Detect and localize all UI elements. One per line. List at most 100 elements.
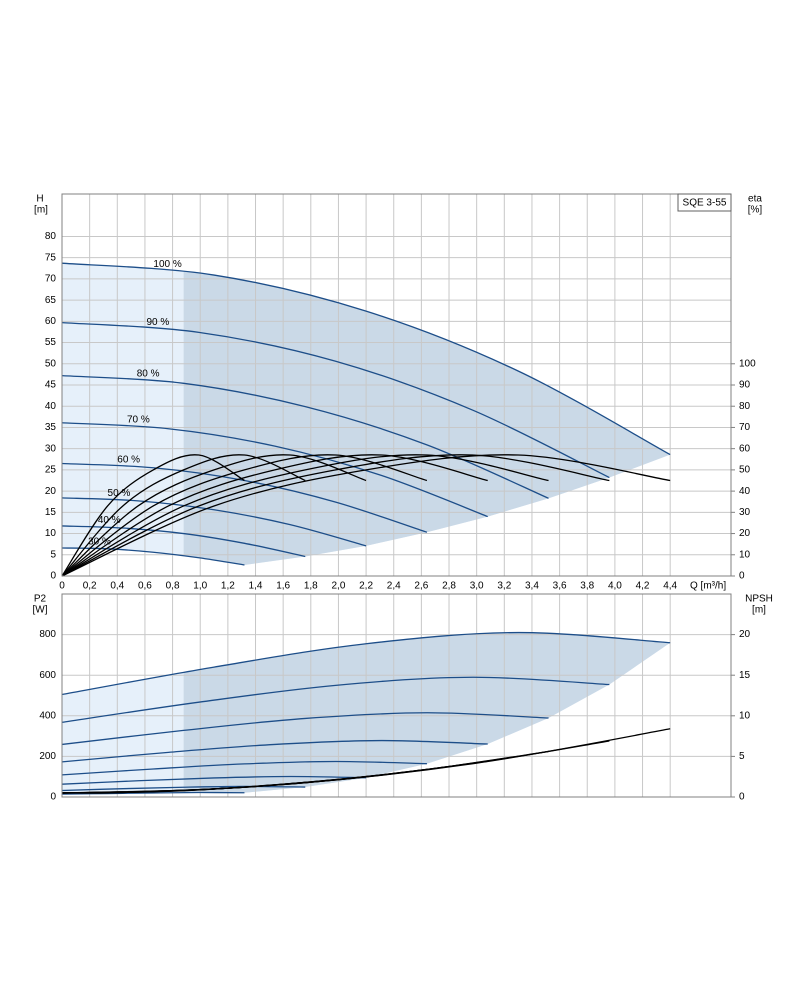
y-tick-label: 400 (39, 710, 56, 721)
y-tick-label: 5 (50, 549, 56, 560)
curve-label: 50 % (108, 488, 131, 499)
x-tick-label: 0,8 (166, 581, 180, 592)
y-tick-label: 0 (50, 792, 56, 803)
y2-tick-label: 0 (739, 571, 745, 582)
y-tick-label: 20 (45, 486, 57, 497)
x-tick-label: 2,0 (331, 581, 345, 592)
primary-curve (61, 791, 245, 795)
y2-tick-label: 60 (739, 443, 751, 454)
y-tick-label: 600 (39, 670, 56, 681)
x-tick-label: 3,4 (525, 581, 539, 592)
y-tick-label: 55 (45, 337, 57, 348)
y2-tick-label: 70 (739, 422, 751, 433)
curve-label: 70 % (127, 415, 150, 426)
secondary-curve (61, 454, 367, 577)
y-axis-label: H (36, 194, 43, 205)
y-tick-label: 25 (45, 465, 57, 476)
x-tick-label: 1,0 (193, 581, 207, 592)
y-tick-label: 70 (45, 274, 57, 285)
primary-curve (61, 462, 428, 533)
y2-axis-unit: [m] (752, 605, 766, 616)
y-tick-label: 30 (45, 443, 57, 454)
secondary-curve (61, 454, 549, 577)
y2-tick-label: 10 (739, 549, 751, 560)
y2-axis-label: eta (748, 194, 762, 205)
x-tick-label: 4,2 (636, 581, 650, 592)
plot-frame (61, 593, 732, 798)
x-tick-label: 2,6 (414, 581, 428, 592)
x-tick-label: 3,0 (470, 581, 484, 592)
x-tick-label: 4,4 (663, 581, 677, 592)
primary-curve (61, 375, 549, 499)
secondary-curve (61, 454, 306, 577)
y2-tick-label: 20 (739, 528, 751, 539)
y2-tick-label: 5 (739, 751, 745, 762)
x-tick-label: 1,2 (221, 581, 235, 592)
curve-label: 80 % (137, 369, 160, 380)
curve-layer (61, 262, 671, 795)
x-tick-label: 1,8 (304, 581, 318, 592)
y2-tick-label: 80 (739, 401, 751, 412)
secondary-curve (61, 454, 671, 577)
y2-tick-label: 90 (739, 380, 751, 391)
chart-title: SQE 3-55 (683, 198, 727, 209)
y-tick-label: 35 (45, 422, 57, 433)
primary-curve (61, 262, 671, 456)
y-tick-label: 45 (45, 380, 57, 391)
primary-curve (61, 712, 549, 746)
y-tick-label: 50 (45, 358, 57, 369)
x-tick-label: 3,8 (580, 581, 594, 592)
curve-label: 100 % (153, 259, 181, 270)
secondary-curve (61, 454, 610, 577)
y-axis-unit: [W] (33, 605, 48, 616)
y-tick-label: 75 (45, 252, 57, 263)
curve-label: 60 % (117, 454, 140, 465)
x-tick-label: 1,4 (249, 581, 263, 592)
x-tick-label: 4,0 (608, 581, 622, 592)
y2-tick-label: 15 (739, 670, 751, 681)
x-tick-label: 0,2 (83, 581, 97, 592)
plot-frame (61, 193, 732, 577)
curve-label: 40 % (98, 515, 121, 526)
y2-tick-label: 40 (739, 486, 751, 497)
y2-tick-label: 100 (739, 358, 756, 369)
secondary-curve (61, 454, 245, 577)
y2-axis-label: NPSH (745, 594, 773, 605)
y2-tick-label: 10 (739, 710, 751, 721)
primary-curve (61, 775, 367, 785)
y-tick-label: 200 (39, 751, 56, 762)
y-tick-label: 40 (45, 401, 57, 412)
x-tick-label: 2,4 (387, 581, 401, 592)
title-box (677, 193, 732, 212)
primary-curve (61, 321, 610, 479)
x-tick-label: 2,8 (442, 581, 456, 592)
y-axis-unit: [m] (34, 205, 48, 216)
x-tick-label: 3,2 (497, 581, 511, 592)
curve-label: 90 % (146, 317, 169, 328)
primary-curve (61, 631, 671, 696)
x-tick-label: 0,6 (138, 581, 152, 592)
secondary-curve (61, 454, 488, 577)
y-tick-label: 15 (45, 507, 57, 518)
y-tick-label: 80 (45, 231, 57, 242)
x-tick-label: 2,2 (359, 581, 373, 592)
primary-curve (61, 422, 488, 518)
grid-layer (61, 194, 735, 798)
y2-tick-label: 0 (739, 792, 745, 803)
x-tick-label: 0 (59, 581, 65, 592)
y2-axis-unit: [%] (748, 205, 763, 216)
y-tick-label: 60 (45, 316, 57, 327)
primary-curve (61, 547, 245, 566)
y-tick-label: 10 (45, 528, 57, 539)
secondary-curve (61, 786, 245, 794)
x-axis-label: Q [m³/h] (690, 581, 726, 592)
primary-curve (61, 739, 488, 763)
y-tick-label: 800 (39, 629, 56, 640)
secondary-curve (61, 454, 428, 577)
x-tick-label: 1,6 (276, 581, 290, 592)
x-tick-label: 3,6 (553, 581, 567, 592)
primary-curve (61, 760, 427, 776)
curve-label: 30 % (88, 536, 111, 547)
x-tick-label: 0,4 (110, 581, 124, 592)
